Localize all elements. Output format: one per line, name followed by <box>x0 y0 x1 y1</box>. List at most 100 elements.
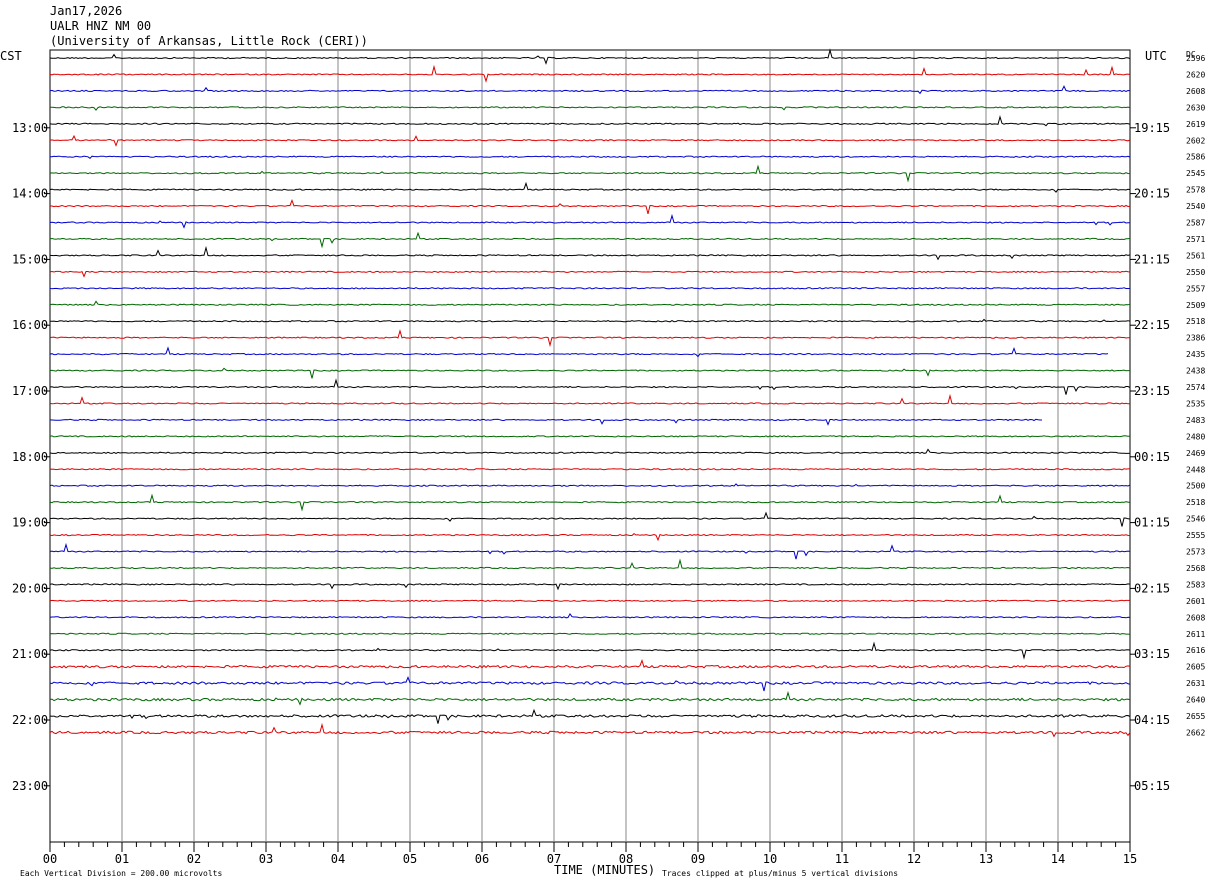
dc-offset-label: 2438 <box>1186 367 1205 376</box>
hour-label-right: 20:15 <box>1134 187 1170 201</box>
dc-offset-label: 2655 <box>1186 712 1205 721</box>
x-tick-label: 01 <box>115 852 129 866</box>
dc-offset-label: 2586 <box>1186 153 1205 162</box>
hour-label-right: 03:15 <box>1134 647 1170 661</box>
seismic-trace <box>49 367 1130 379</box>
institution-name: (University of Arkansas, Little Rock (CE… <box>50 34 368 48</box>
dc-offset-label: 2611 <box>1186 630 1205 639</box>
station-code: UALR HNZ NM 00 <box>50 19 152 33</box>
seismic-trace <box>50 155 1131 159</box>
dc-offset-label: 2620 <box>1186 70 1205 79</box>
seismic-trace <box>49 287 1131 290</box>
dc-offset-label: 2616 <box>1186 646 1205 655</box>
dc-offset-label: 2583 <box>1186 580 1205 589</box>
seismic-trace <box>49 612 1131 619</box>
x-tick-label: 10 <box>763 852 777 866</box>
dc-offset-label: 2630 <box>1186 103 1205 112</box>
hour-label-right: 23:15 <box>1134 384 1170 398</box>
x-tick-label: 15 <box>1123 852 1137 866</box>
seismic-trace <box>50 318 1131 323</box>
dc-offset-label: 2602 <box>1186 136 1205 145</box>
hour-label-left: 20:00 <box>12 581 48 595</box>
seismic-trace <box>49 468 1131 471</box>
dc-offset-label: 2448 <box>1186 465 1205 474</box>
x-tick-label: 14 <box>1051 852 1065 866</box>
hour-label-right: 22:15 <box>1134 318 1170 332</box>
seismic-trace <box>49 85 1131 95</box>
x-tick-label: 13 <box>979 852 993 866</box>
hour-label-left: 18:00 <box>12 450 48 464</box>
hour-label-left: 15:00 <box>12 252 48 266</box>
left-timezone-label: CST <box>0 49 22 63</box>
dc-offset-label: 2557 <box>1186 284 1205 293</box>
seismic-trace <box>49 270 1131 278</box>
seismic-trace <box>49 134 1131 147</box>
dc-offset-label: 2540 <box>1186 202 1205 211</box>
x-tick-label: 11 <box>835 852 849 866</box>
dc-offset-label: 2601 <box>1186 597 1205 606</box>
dc-offset-label: 2386 <box>1186 334 1205 343</box>
hour-label-left: 22:00 <box>12 713 48 727</box>
hour-label-right: 00:15 <box>1134 450 1170 464</box>
seismic-trace <box>50 198 1131 215</box>
dc-offset-label: 2480 <box>1186 432 1205 441</box>
hour-label-left: 17:00 <box>12 384 48 398</box>
x-tick-label: 09 <box>691 852 705 866</box>
seismic-trace <box>49 181 1131 193</box>
dc-offset-label: 2631 <box>1186 679 1205 688</box>
hour-label-right: 19:15 <box>1134 121 1170 135</box>
x-tick-label: 05 <box>403 852 417 866</box>
x-tick-label: 04 <box>331 852 345 866</box>
x-tick-label: 08 <box>619 852 633 866</box>
seismic-trace <box>49 231 1131 249</box>
dc-offset-label: 2469 <box>1186 449 1205 458</box>
seismic-trace <box>49 708 1131 724</box>
x-tick-label: 07 <box>547 852 561 866</box>
dc-column-header: DC <box>1186 50 1196 59</box>
hour-label-right: 05:15 <box>1134 779 1170 793</box>
dc-offset-label: 2573 <box>1186 548 1205 557</box>
seismic-trace <box>49 641 1131 660</box>
seismic-trace <box>49 483 1131 487</box>
seismic-trace <box>49 690 1131 706</box>
hour-label-right: 02:15 <box>1134 581 1170 595</box>
dc-offset-label: 2500 <box>1186 482 1205 491</box>
hour-label-left: 16:00 <box>12 318 48 332</box>
seismic-trace <box>49 511 1131 527</box>
seismic-traces <box>49 48 1131 738</box>
seismic-trace <box>49 346 1109 358</box>
dc-offset-label: 2518 <box>1186 498 1205 507</box>
dc-offset-label: 2483 <box>1186 416 1205 425</box>
dc-offset-label: 2550 <box>1186 268 1205 277</box>
hour-label-left: 23:00 <box>12 779 48 793</box>
dc-offset-label: 2608 <box>1186 87 1205 96</box>
x-tick-label: 06 <box>475 852 489 866</box>
dc-offset-label: 2518 <box>1186 317 1205 326</box>
dc-offset-label: 2545 <box>1186 169 1205 178</box>
seismic-trace <box>49 558 1131 570</box>
seismic-trace <box>49 583 1131 591</box>
seismic-trace <box>49 328 1130 348</box>
hour-label-right: 04:15 <box>1134 713 1170 727</box>
seismic-trace <box>49 164 1131 183</box>
x-tick-label: 02 <box>187 852 201 866</box>
seismic-trace <box>49 722 1131 738</box>
seismic-trace <box>49 676 1131 692</box>
hour-label-right: 01:15 <box>1134 516 1170 530</box>
right-timezone-label: UTC <box>1145 49 1167 63</box>
dc-offset-label: 2561 <box>1186 251 1205 260</box>
dc-offset-label: 2435 <box>1186 350 1205 359</box>
seismic-trace <box>49 393 1130 405</box>
dc-offset-label: 2568 <box>1186 564 1205 573</box>
hour-label-left: 19:00 <box>12 516 48 530</box>
plot-frame <box>49 49 1131 843</box>
seismic-trace <box>49 418 1042 426</box>
seismic-trace <box>49 532 1131 542</box>
dc-offset-label: 2574 <box>1186 383 1205 392</box>
dc-offset-label: 2619 <box>1186 120 1205 129</box>
x-tick-label: 12 <box>907 852 921 866</box>
dc-offset-label: 2535 <box>1186 399 1205 408</box>
hour-label-left: 21:00 <box>12 647 48 661</box>
seismic-trace <box>49 599 1131 602</box>
